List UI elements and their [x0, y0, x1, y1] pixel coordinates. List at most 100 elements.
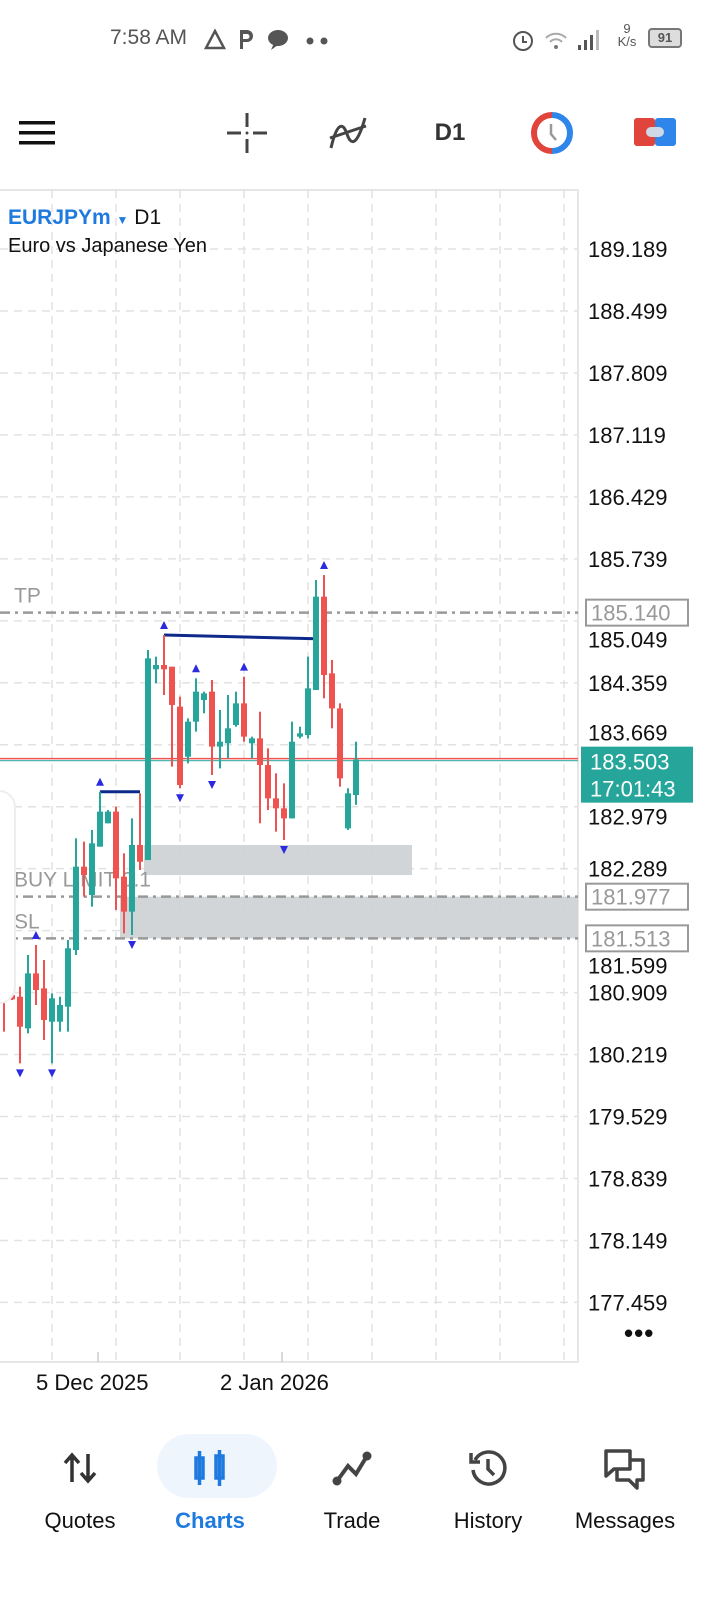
fractal-up-icon [192, 664, 200, 673]
price-tick-label: 182.979 [588, 805, 668, 830]
price-tick-label: 178.149 [588, 1228, 668, 1253]
candle-bear [281, 808, 287, 819]
current-price-label: 183.503 [590, 750, 670, 775]
indicators-button[interactable] [318, 100, 378, 166]
order-line-label: TP [14, 585, 41, 608]
candle-bear [265, 765, 271, 799]
candle-bear [177, 706, 183, 785]
nav-trade[interactable]: Trade [282, 1430, 422, 1550]
price-tick-label: 178.839 [588, 1166, 668, 1191]
candle-bear [241, 703, 247, 737]
candle-bear [41, 988, 47, 1020]
candle-bull [233, 703, 239, 725]
candle-bear [273, 798, 279, 809]
order-price-box [585, 598, 689, 627]
candle-bull [97, 811, 103, 847]
price-tick-label: 183.669 [588, 721, 668, 746]
candle-bull [73, 866, 79, 951]
status-bar: 7:58 AM 9 K/s 91 [0, 22, 720, 58]
symbol-header: EURJPYm ▼ D1 Euro vs Japanese Yen [8, 206, 207, 258]
net-speed: 9 K/s [617, 22, 637, 48]
fractal-down-icon [48, 1069, 56, 1078]
crosshair-icon [227, 113, 267, 153]
menu-button[interactable] [8, 100, 68, 166]
candle-bull [145, 658, 151, 861]
price-zone [120, 896, 578, 939]
system-icons [513, 30, 599, 51]
one-click-trading-icon [634, 118, 676, 146]
price-tick-label: 181.599 [588, 953, 668, 978]
net-speed-unit: K/s [617, 34, 637, 49]
bar-countdown-label: 17:01:43 [590, 777, 676, 802]
candle-bear [161, 665, 167, 670]
quotes-icon [63, 1452, 97, 1484]
battery-icon: 91 [648, 28, 682, 48]
order-price-label: 181.977 [591, 885, 671, 910]
candle-bull [313, 596, 319, 690]
candle-bear [17, 996, 23, 1027]
indicators-icon [329, 117, 367, 149]
side-panel-handle[interactable] [0, 790, 16, 1004]
price-tick-label: 177.459 [588, 1290, 668, 1315]
price-tick-label: 186.429 [588, 485, 668, 510]
candle-bull [201, 693, 207, 701]
symbol-name[interactable]: EURJPYm [8, 206, 111, 229]
one-click-trading-button[interactable] [625, 100, 685, 166]
crosshair-button[interactable] [217, 100, 277, 166]
nav-messages[interactable]: Messages [555, 1430, 695, 1550]
price-tick-label: 180.219 [588, 1043, 668, 1068]
candle-bull [25, 973, 31, 1029]
price-zone [144, 844, 412, 876]
candle-bull [185, 721, 191, 757]
candle-bear [81, 866, 87, 876]
fractal-up-icon [320, 561, 328, 570]
fractal-down-icon [128, 941, 136, 950]
price-tick-label: 184.359 [588, 671, 668, 696]
order-line-label: SL [14, 910, 40, 933]
candle-bear [121, 876, 127, 912]
order-price-label: 185.140 [591, 601, 671, 626]
charts-icon [194, 1450, 225, 1486]
nav-label: Trade [323, 1508, 381, 1533]
net-speed-value: 9 [623, 21, 631, 36]
candle-bull [249, 738, 255, 744]
nav-charts[interactable]: Charts [140, 1430, 280, 1550]
nav-label: History [453, 1508, 523, 1533]
bottom-navigation: Quotes Charts Trade History Messages [0, 1430, 720, 1550]
candle-bull [345, 793, 351, 829]
nav-history[interactable]: History [418, 1430, 558, 1550]
price-tick-label: 189.189 [588, 237, 668, 262]
candle-bull [89, 843, 95, 895]
candle-bear [257, 738, 263, 766]
symbol-dropdown-icon[interactable]: ▼ [116, 213, 129, 227]
messages-icon [604, 1449, 645, 1490]
candle-bull [49, 998, 55, 1022]
candle-bull [217, 741, 223, 747]
candle-bull [297, 733, 303, 737]
chart-toolbar: D1 [0, 100, 720, 166]
order-price-label: 181.513 [591, 926, 671, 951]
candle-bull [193, 691, 199, 722]
candle-bull [289, 741, 295, 819]
time-tick-label: 5 Dec 2025 [36, 1370, 149, 1395]
timeframe-button[interactable]: D1 [434, 119, 466, 146]
fractal-up-icon [240, 662, 248, 671]
more-options-button[interactable]: ••• [624, 1318, 655, 1348]
candle-bear [113, 811, 119, 879]
menu-icon [19, 121, 55, 145]
status-time: 7:58 AM [110, 26, 188, 49]
fractal-down-icon [176, 794, 184, 803]
notification-icons [203, 28, 328, 50]
chart-settings-icon [531, 112, 573, 154]
nav-quotes[interactable]: Quotes [10, 1430, 150, 1550]
fractal-level-line [163, 633, 317, 641]
price-tick-label: 187.809 [588, 361, 668, 386]
fractal-down-icon [280, 846, 288, 855]
candle-bull [353, 759, 359, 796]
candle-bear [169, 666, 175, 705]
price-tick-label: 185.049 [588, 628, 668, 653]
current-price-box [581, 746, 693, 803]
candle-bear [137, 844, 143, 862]
chart-settings-button[interactable] [522, 100, 582, 166]
